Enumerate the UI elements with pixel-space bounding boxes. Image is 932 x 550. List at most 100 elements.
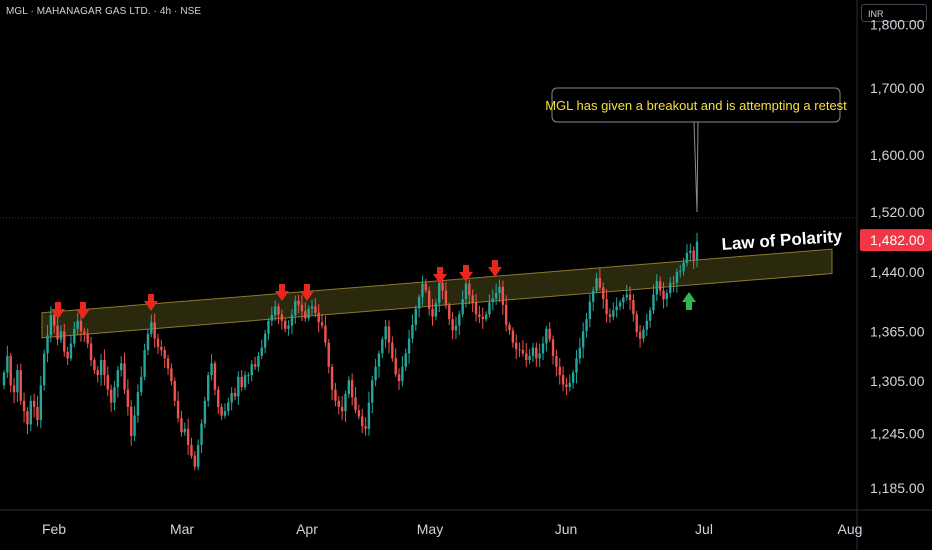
candle-body (227, 402, 230, 412)
candle (230, 387, 233, 411)
candle (287, 320, 290, 336)
candle-body (371, 380, 374, 403)
candle (679, 264, 682, 278)
x-tick-label: May (417, 521, 443, 537)
candle (12, 378, 16, 404)
candle-body (521, 350, 525, 354)
candle (200, 419, 203, 453)
candle (126, 379, 130, 416)
candle-body (585, 319, 588, 332)
candle-body (364, 426, 367, 429)
candle (223, 403, 227, 419)
candle (106, 366, 109, 397)
candle (307, 305, 310, 322)
candle (581, 322, 585, 359)
candle-body (602, 287, 605, 300)
y-tick-label: 1,185.00 (870, 480, 925, 496)
candle-body (350, 380, 354, 398)
candle-body (558, 366, 561, 376)
candle (123, 352, 126, 395)
candle (518, 342, 521, 358)
candle (86, 328, 89, 349)
candle-body (99, 360, 103, 376)
candle-body (508, 324, 511, 331)
candle-body (384, 326, 387, 340)
candle (484, 311, 488, 322)
candle-body (518, 349, 521, 351)
candle-body (488, 302, 491, 315)
candle (541, 336, 545, 361)
candle-body (612, 310, 615, 317)
candle (618, 300, 622, 311)
candle-body (635, 314, 638, 333)
candle (521, 340, 525, 357)
candle (364, 417, 367, 436)
candle (140, 366, 143, 396)
up-arrow-icon (682, 292, 696, 310)
candle (407, 329, 411, 364)
candle-body (695, 241, 699, 261)
candle (685, 244, 689, 267)
candle-body (645, 320, 648, 330)
candle-body (394, 358, 397, 375)
candle (669, 276, 672, 298)
candle-body (207, 375, 210, 401)
candle (642, 325, 645, 343)
candle-body (625, 294, 628, 298)
candle-body (2, 372, 6, 386)
candle-body (49, 315, 53, 336)
candle-body (427, 290, 431, 309)
y-tick-label: 1,245.00 (870, 425, 925, 441)
candle (551, 335, 555, 365)
candle-body (116, 370, 120, 388)
candle-body (89, 343, 93, 361)
candle-body (561, 375, 565, 385)
candle (273, 300, 277, 322)
callout-pointer (693, 121, 699, 213)
candle-body (146, 333, 150, 351)
candle (320, 313, 324, 329)
candle (417, 294, 421, 318)
candle (190, 437, 193, 459)
candle (608, 308, 612, 323)
down-arrow-icon (488, 260, 502, 277)
candle-body (19, 370, 22, 401)
candle (340, 396, 344, 421)
candle (538, 343, 541, 368)
candle (250, 360, 253, 382)
candle (401, 355, 404, 387)
candle-body (230, 393, 233, 403)
candle (655, 274, 659, 302)
last-price-badge (860, 229, 932, 252)
candle-body (672, 282, 675, 284)
candle-body (431, 308, 434, 317)
candle (344, 390, 347, 423)
candle (371, 375, 374, 414)
x-tick-label: Jun (555, 521, 578, 537)
candle-body (233, 393, 237, 397)
candle-body (166, 358, 170, 369)
candle (213, 360, 217, 396)
candle-body (183, 428, 186, 433)
candle-body (284, 320, 287, 329)
currency-selector[interactable]: INR (861, 4, 927, 22)
candle (170, 363, 173, 386)
candle (501, 280, 505, 315)
x-tick-label: Jul (695, 521, 713, 537)
candle (625, 285, 628, 301)
candle-body (401, 366, 404, 382)
x-tick-label: Apr (296, 521, 318, 537)
candle-body (273, 306, 277, 316)
candle (260, 339, 263, 360)
candle (689, 243, 692, 262)
candle-body (498, 286, 501, 293)
candle (478, 305, 481, 324)
candle (481, 307, 484, 329)
candle-body (320, 322, 324, 326)
candle-body (548, 328, 551, 340)
candle-body (538, 353, 541, 359)
candle (347, 376, 351, 399)
candle (361, 408, 364, 434)
